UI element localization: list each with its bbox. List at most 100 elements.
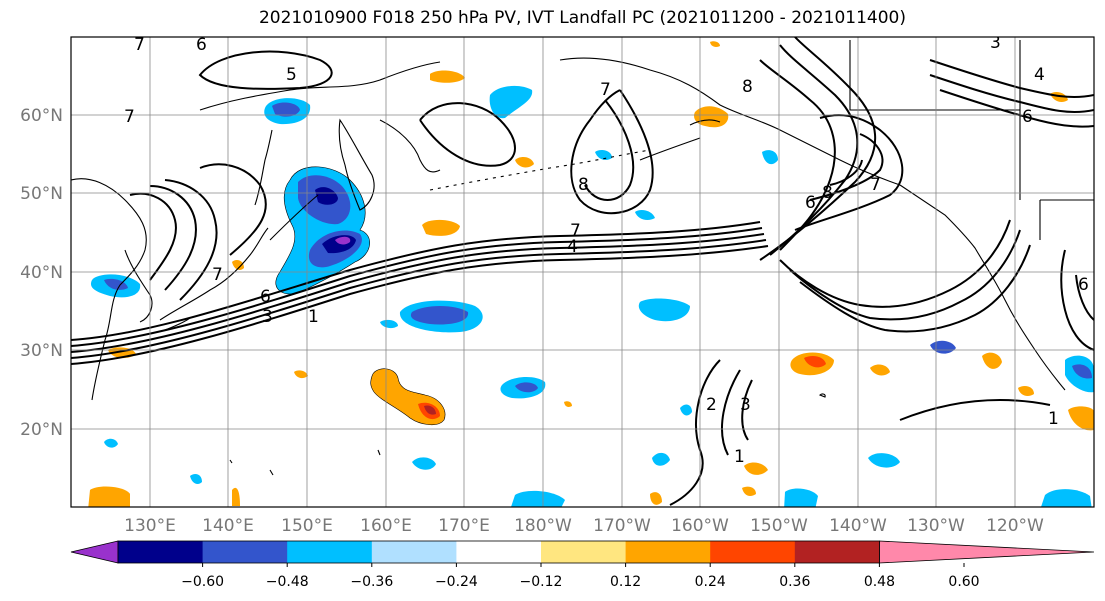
contour-label: 7 <box>124 107 135 127</box>
colorbar-extend-left <box>70 540 119 564</box>
contour-label: 7 <box>570 221 581 241</box>
colorbar <box>70 540 1095 567</box>
lon-label: 170°E <box>438 516 490 536</box>
colorbar-segment <box>710 541 796 563</box>
contour-label: 8 <box>578 175 589 195</box>
colorbar-extend-right <box>879 540 1095 564</box>
anomaly-blob <box>380 319 398 329</box>
anomaly-blob <box>680 404 692 416</box>
lon-label: 130°E <box>124 516 176 536</box>
map-title: 2021010900 F018 250 hPa PV, IVT Landfall… <box>258 8 906 28</box>
lat-label: 20°N <box>20 420 63 440</box>
contour-label: 4 <box>567 237 578 257</box>
anomaly-blob <box>515 382 538 393</box>
colorbar-segment <box>371 541 457 563</box>
lon-label: 120°W <box>986 516 1044 536</box>
colorbar-segment <box>456 541 542 563</box>
colorbar-segment <box>118 541 204 563</box>
map-frame <box>70 36 1095 508</box>
colorbar-outline <box>117 540 880 564</box>
anomaly-blob <box>742 486 756 496</box>
longitude-labels: 130°E 140°E 150°E 160°E 170°E 180°W 170°… <box>124 516 1044 536</box>
contour-label: 3 <box>990 33 1001 53</box>
anomaly-blob <box>564 401 572 407</box>
anomaly-blob <box>762 150 778 165</box>
lon-label: 140°E <box>202 516 254 536</box>
colorbar-tick-label: −0.24 <box>435 574 478 590</box>
contour-label: 1 <box>308 307 319 327</box>
anomaly-blob <box>424 405 436 415</box>
contour-lines <box>71 37 1094 506</box>
contour-label: 5 <box>286 65 297 85</box>
anomaly-blob <box>430 70 465 83</box>
anomaly-blob <box>88 486 130 507</box>
anomaly-blob <box>638 298 690 322</box>
lon-label: 140°W <box>829 516 887 536</box>
contour-label: 6 <box>805 193 816 213</box>
colorbar-tick-label: 0.60 <box>948 574 979 590</box>
anomaly-blob <box>232 260 244 270</box>
anomaly-blob <box>650 492 662 505</box>
anomaly-blob <box>422 219 460 236</box>
anomaly-blob <box>804 356 826 368</box>
anomaly-blob <box>1018 386 1034 396</box>
contour-label: 7 <box>134 35 145 55</box>
contour-label: 3 <box>262 307 273 327</box>
colorbar-tick-label: 0.36 <box>779 574 810 590</box>
lon-label: 130°W <box>907 516 965 536</box>
anomaly-blob <box>232 487 240 506</box>
anomaly-blob <box>511 490 565 507</box>
lon-label: 180°W <box>514 516 572 536</box>
anomaly-blob <box>635 210 655 220</box>
lon-label: 170°W <box>593 516 651 536</box>
anomaly-blob <box>412 457 436 470</box>
colorbar-segment <box>625 541 711 563</box>
anomaly-blob <box>104 278 128 290</box>
anomaly-blob <box>272 102 300 117</box>
colorbar-tick-label: 0.12 <box>610 574 641 590</box>
contour-label: 6 <box>1022 107 1033 127</box>
anomaly-blob <box>1068 406 1094 431</box>
colorbar-tick-label: 0.24 <box>695 574 726 590</box>
contour-label: 3 <box>740 395 751 415</box>
colorbar-segment <box>287 541 373 563</box>
graticule <box>71 37 1094 507</box>
anomaly-blob <box>1041 489 1092 507</box>
contour-label: 8 <box>822 183 833 203</box>
colorbar-tick-label: −0.60 <box>181 574 224 590</box>
anomaly-blob <box>930 340 956 354</box>
anomaly-blob <box>652 452 670 466</box>
anomaly-blob <box>315 187 338 205</box>
colorbar-tick-label: −0.48 <box>266 574 309 590</box>
anomaly-blob <box>410 306 469 325</box>
anomaly-blob <box>784 488 818 507</box>
contour-label: 4 <box>1034 65 1045 85</box>
anomaly-blob <box>335 236 351 245</box>
contour-label: 6 <box>196 35 207 55</box>
anomaly-blob <box>190 474 202 484</box>
anomaly-blob <box>104 438 118 448</box>
contour-label: 1 <box>734 447 745 467</box>
contour-label: 6 <box>1078 275 1089 295</box>
lon-label: 160°W <box>671 516 729 536</box>
contour-label: 7 <box>212 265 223 285</box>
lon-label: 150°W <box>750 516 808 536</box>
contour-label: 7 <box>600 80 611 100</box>
contour-label-group: 5 7 6 7 7 8 7 4 6 3 1 8 6 8 7 2 3 1 1 4 … <box>124 33 1089 467</box>
colorbar-tick-label: −0.12 <box>520 574 563 590</box>
anomaly-blob <box>595 150 612 160</box>
lat-label: 30°N <box>20 341 63 361</box>
colorbar-tick-label: 0.48 <box>864 574 895 590</box>
colorbar-tick-labels: −0.60 −0.48 −0.36 −0.24 −0.12 0.12 0.24 … <box>181 574 979 590</box>
colorbar-segment <box>794 541 880 563</box>
contour-label: 2 <box>706 395 717 415</box>
lat-label: 60°N <box>20 106 63 126</box>
lat-label: 40°N <box>20 263 63 283</box>
contour-label: 7 <box>870 175 881 195</box>
lon-label: 160°E <box>360 516 412 536</box>
anomaly-blob <box>1072 364 1092 379</box>
coastlines <box>71 40 1094 476</box>
anomaly-blob <box>710 41 720 47</box>
anomaly-blob <box>870 364 890 376</box>
